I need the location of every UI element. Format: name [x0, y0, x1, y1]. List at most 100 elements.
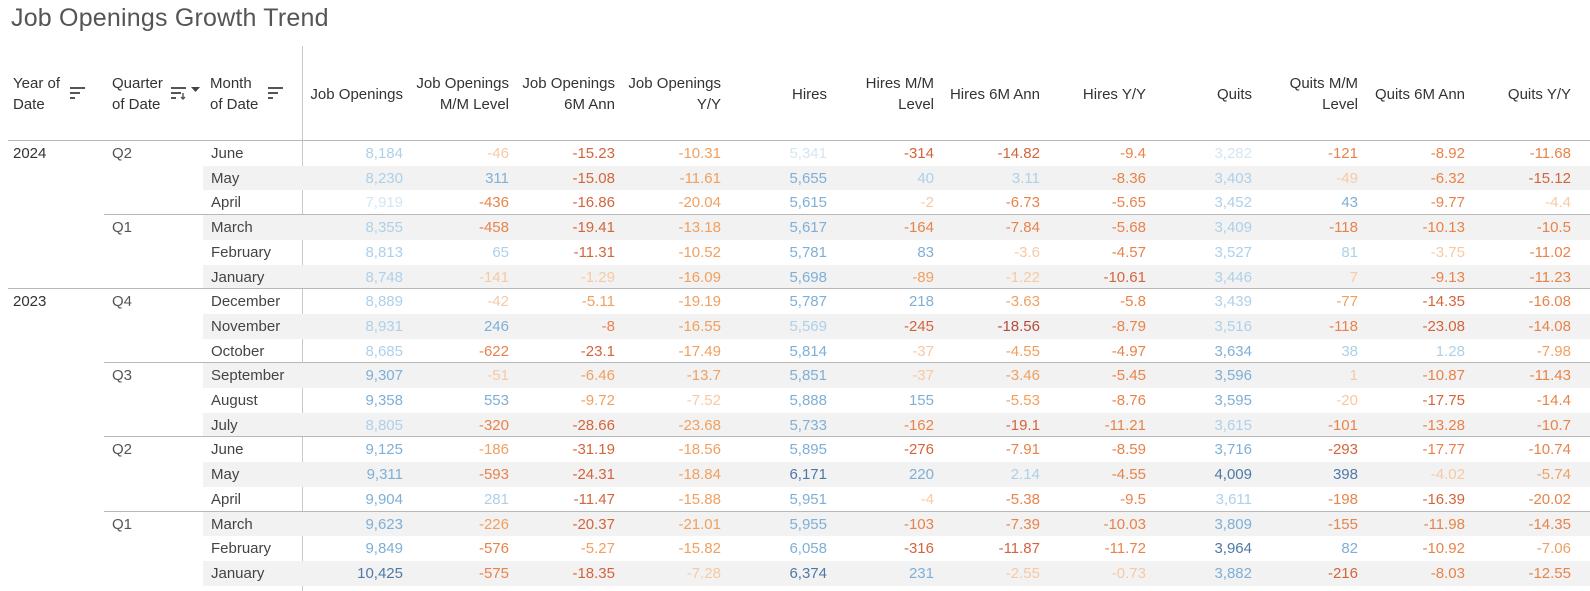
table-cell[interactable]: -2.55	[1005, 564, 1040, 582]
table-cell[interactable]: -5.68	[1111, 219, 1146, 237]
table-cell[interactable]: 9,904	[365, 490, 403, 508]
table-cell[interactable]: -7.39	[1005, 515, 1040, 533]
table-cell[interactable]: 5,341	[789, 145, 827, 162]
table-cell[interactable]: -7.91	[1005, 441, 1040, 459]
table-cell[interactable]: -226	[478, 515, 509, 533]
table-cell[interactable]: -10.03	[1103, 515, 1146, 533]
table-cell[interactable]: -314	[903, 145, 934, 162]
table-cell[interactable]: -7.52	[686, 392, 721, 409]
table-cell[interactable]: -10.31	[678, 145, 721, 162]
table-cell[interactable]: -9.77	[1430, 194, 1465, 212]
table-cell[interactable]: -37	[912, 342, 934, 360]
table-cell[interactable]: 5,955	[789, 515, 827, 533]
table-cell[interactable]: -16.08	[1528, 293, 1571, 311]
table-cell[interactable]: -5.38	[1005, 490, 1040, 508]
table-cell[interactable]: -14.35	[1528, 515, 1571, 533]
table-cell[interactable]: -7.28	[686, 564, 721, 582]
table-cell[interactable]: -23.68	[678, 416, 721, 434]
table-cell[interactable]: 83	[917, 243, 934, 261]
table-cell[interactable]: 5,617	[789, 219, 827, 237]
table-cell[interactable]: 3,282	[1214, 145, 1252, 162]
column-header-year[interactable]: Year of Date	[13, 73, 60, 115]
table-cell[interactable]: -14.35	[1422, 293, 1465, 311]
table-cell[interactable]: 9,307	[365, 367, 403, 385]
table-cell[interactable]: 5,655	[789, 169, 827, 187]
table-cell[interactable]: -13.7	[686, 367, 721, 385]
table-cell[interactable]: -4.97	[1111, 342, 1146, 360]
table-cell[interactable]: -11.02	[1529, 243, 1571, 261]
table-cell[interactable]: -10.52	[678, 243, 721, 261]
table-cell[interactable]: 4,009	[1214, 466, 1252, 484]
table-cell[interactable]: -9.4	[1120, 145, 1146, 162]
table-cell[interactable]: -11.43	[1529, 367, 1571, 385]
table-cell[interactable]: -245	[903, 317, 934, 335]
table-cell[interactable]: -15.88	[678, 490, 721, 508]
table-cell[interactable]: -15.82	[678, 540, 721, 558]
table-cell[interactable]: 10,425	[357, 564, 403, 582]
table-cell[interactable]: 8,931	[365, 317, 403, 335]
table-cell[interactable]: -436	[478, 194, 509, 212]
table-cell[interactable]: -3.46	[1005, 367, 1040, 385]
table-cell[interactable]: -5.8	[1120, 293, 1146, 311]
table-cell[interactable]: 6,171	[789, 466, 827, 484]
table-cell[interactable]: 231	[908, 564, 934, 582]
table-cell[interactable]: -21.01	[678, 515, 721, 533]
table-cell[interactable]: 3.11	[1011, 169, 1040, 187]
table-cell[interactable]: -8.03	[1430, 564, 1465, 582]
table-cell[interactable]: 5,615	[789, 194, 827, 212]
table-cell[interactable]: -10.87	[1422, 367, 1465, 385]
table-cell[interactable]: 5,698	[789, 268, 827, 286]
table-cell[interactable]: 5,851	[789, 367, 827, 385]
table-cell[interactable]: 5,888	[789, 392, 827, 409]
table-cell[interactable]: -11.87	[998, 540, 1040, 558]
table-cell[interactable]: 5,814	[789, 342, 827, 360]
table-cell[interactable]: -10.61	[1103, 268, 1146, 286]
table-cell[interactable]: 9,311	[366, 466, 403, 484]
table-cell[interactable]: 218	[908, 293, 934, 311]
table-cell[interactable]: 9,358	[365, 392, 403, 409]
table-cell[interactable]: -9.5	[1120, 490, 1146, 508]
table-cell[interactable]: -186	[478, 441, 509, 459]
table-cell[interactable]: 3,596	[1214, 367, 1252, 385]
sort-icon[interactable]	[70, 86, 86, 100]
table-cell[interactable]: 398	[1332, 466, 1358, 484]
column-header-measure[interactable]: Hires 6M Ann	[934, 84, 1040, 105]
table-cell[interactable]: 3,595	[1214, 392, 1252, 409]
table-cell[interactable]: 3,611	[1215, 490, 1252, 508]
table-cell[interactable]: -1.29	[580, 268, 615, 286]
table-cell[interactable]: -1.22	[1005, 268, 1040, 286]
column-header-measure[interactable]: Job Openings Y/Y	[615, 73, 721, 115]
table-cell[interactable]: -103	[903, 515, 934, 533]
table-cell[interactable]: -5.45	[1111, 367, 1146, 385]
table-cell[interactable]: -23.08	[1422, 317, 1465, 335]
column-header-measure[interactable]: Job Openings M/M Level	[403, 73, 509, 115]
table-cell[interactable]: -31.19	[572, 441, 615, 459]
table-cell[interactable]: -622	[478, 342, 509, 360]
table-cell[interactable]: -293	[1327, 441, 1358, 459]
table-cell[interactable]: -20.04	[678, 194, 721, 212]
table-cell[interactable]: -13.18	[678, 219, 721, 237]
table-cell[interactable]: 3,439	[1214, 293, 1252, 311]
table-cell[interactable]: 5,733	[789, 416, 827, 434]
table-cell[interactable]: -9.13	[1430, 268, 1465, 286]
table-cell[interactable]: -28.66	[572, 416, 615, 434]
table-cell[interactable]: -7.98	[1536, 342, 1571, 360]
table-cell[interactable]: 82	[1341, 540, 1358, 558]
table-cell[interactable]: -10.92	[1422, 540, 1465, 558]
table-cell[interactable]: 6,058	[789, 540, 827, 558]
table-cell[interactable]: -118	[1329, 219, 1358, 237]
table-cell[interactable]: -11.68	[1529, 145, 1571, 162]
column-header-measure[interactable]: Hires	[721, 84, 827, 105]
table-cell[interactable]: -17.75	[1422, 392, 1465, 409]
table-cell[interactable]: -23.1	[580, 342, 615, 360]
table-cell[interactable]: -10.7	[1536, 416, 1571, 434]
table-cell[interactable]: -6.73	[1005, 194, 1040, 212]
table-cell[interactable]: -18.35	[572, 564, 615, 582]
table-cell[interactable]: -8	[601, 317, 615, 335]
table-cell[interactable]: -6.32	[1430, 169, 1465, 187]
table-cell[interactable]: -16.86	[572, 194, 615, 212]
table-cell[interactable]: -19.41	[572, 219, 615, 237]
table-cell[interactable]: -20	[1336, 392, 1358, 409]
table-cell[interactable]: -12.55	[1528, 564, 1571, 582]
table-cell[interactable]: -0.73	[1111, 564, 1146, 582]
